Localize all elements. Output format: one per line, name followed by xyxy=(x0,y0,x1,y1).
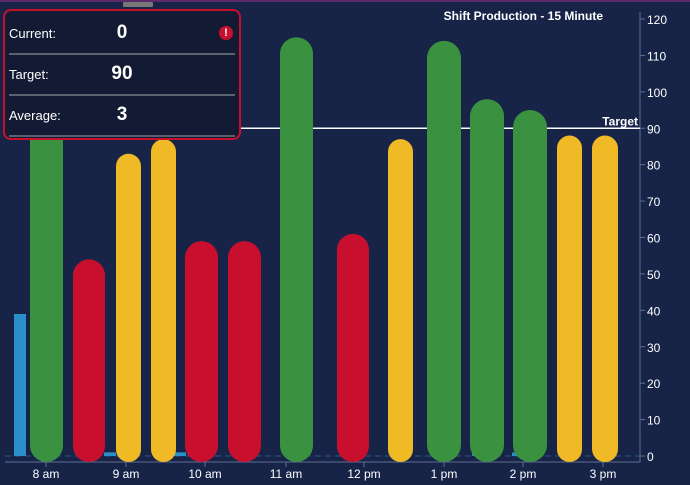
target-label: Target: xyxy=(9,66,49,82)
current-label: Current: xyxy=(9,25,56,41)
current-value: 0 xyxy=(116,22,128,43)
x-tick-label: 1 pm xyxy=(431,467,458,481)
production-bar xyxy=(470,99,504,462)
production-bar xyxy=(30,40,63,462)
x-tick-label: 10 am xyxy=(188,467,221,481)
average-row: Average: 3 xyxy=(9,95,235,137)
y-tick-label: 100 xyxy=(647,86,667,100)
current-bar xyxy=(104,452,116,456)
current-bar xyxy=(14,313,26,456)
production-bar xyxy=(185,241,218,462)
y-tick-label: 20 xyxy=(647,377,661,391)
production-bar xyxy=(513,110,547,463)
y-tick-label: 50 xyxy=(647,268,661,282)
x-tick-label: 11 am xyxy=(270,467,302,481)
production-bar xyxy=(557,135,582,463)
average-label: Average: xyxy=(9,107,61,123)
production-bar xyxy=(337,233,369,462)
y-tick-label: 10 xyxy=(647,414,661,428)
production-bar xyxy=(151,139,176,463)
production-bar xyxy=(427,40,461,462)
production-bar xyxy=(388,139,413,463)
current-row: Current: 0! xyxy=(9,13,235,55)
y-tick-label: 40 xyxy=(647,304,661,318)
x-tick-label: 3 pm xyxy=(590,467,617,481)
x-tick-label: 12 pm xyxy=(347,467,380,481)
drag-handle[interactable] xyxy=(123,2,153,7)
y-tick-label: 110 xyxy=(647,49,666,63)
y-tick-label: 60 xyxy=(647,232,661,246)
target-value: 90 xyxy=(111,63,133,84)
y-tick-label: 120 xyxy=(647,13,667,27)
x-tick-label: 2 pm xyxy=(510,467,537,481)
x-tick-label: 8 am xyxy=(33,467,60,481)
alert-icon[interactable]: ! xyxy=(219,26,233,40)
chart-title: Shift Production - 15 Minute xyxy=(444,9,604,23)
current-bar xyxy=(174,452,186,456)
x-tick-label: 9 am xyxy=(113,467,140,481)
average-value: 3 xyxy=(116,104,128,125)
production-bar xyxy=(73,259,105,462)
y-tick-label: 0 xyxy=(647,450,654,464)
production-bar xyxy=(592,135,618,463)
production-bar xyxy=(116,153,141,462)
target-label: Target xyxy=(602,114,638,128)
y-tick-label: 30 xyxy=(647,341,661,355)
production-bar xyxy=(228,241,261,462)
y-tick-label: 90 xyxy=(647,122,661,136)
production-bar xyxy=(280,37,313,462)
target-row: Target: 90 xyxy=(9,54,235,96)
y-tick-label: 70 xyxy=(647,195,661,209)
stats-panel: Current: 0! Target: 90 Average: 3 xyxy=(3,9,241,140)
y-tick-label: 80 xyxy=(647,159,661,173)
